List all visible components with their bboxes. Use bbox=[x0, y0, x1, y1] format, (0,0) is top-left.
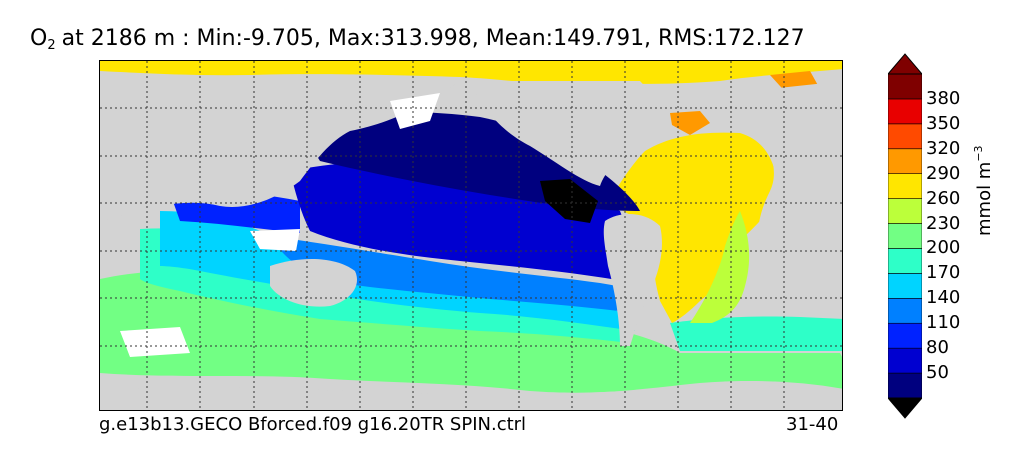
colorbar-swatch bbox=[888, 148, 922, 174]
colorbar-swatch bbox=[888, 73, 922, 100]
colorbar-min-arrow bbox=[888, 397, 922, 419]
land-asia bbox=[100, 81, 460, 221]
colorbar-tick-label: 80 bbox=[926, 337, 949, 359]
colorbar-tick-label: 380 bbox=[926, 87, 961, 109]
units-label: mmol m−3 bbox=[972, 145, 995, 236]
map-canvas bbox=[100, 61, 842, 410]
colorbar-max-arrow bbox=[888, 53, 922, 75]
year-range: 31-40 bbox=[786, 414, 839, 435]
colorbar-swatch bbox=[888, 98, 922, 125]
land-south-america bbox=[603, 214, 662, 346]
colorbar-swatch bbox=[888, 123, 922, 150]
colorbar-swatch bbox=[888, 198, 922, 224]
colorbar-swatch bbox=[888, 173, 922, 199]
colorbar-tick-label: 200 bbox=[926, 237, 961, 259]
land-australia bbox=[270, 259, 358, 307]
colorbar-tick-label: 140 bbox=[926, 287, 961, 309]
map-region-orange-labrador bbox=[670, 111, 710, 135]
stats-text: at 2186 m : Min:-9.705, Max:313.998, Mea… bbox=[61, 26, 805, 51]
species-subscript: 2 bbox=[47, 38, 56, 53]
colorbar-tick-label: 50 bbox=[926, 362, 949, 384]
graticule bbox=[100, 61, 842, 410]
colorbar-swatch bbox=[888, 347, 922, 374]
colorbar-tick-label: 290 bbox=[926, 162, 961, 184]
map-region-blue-band bbox=[270, 236, 635, 313]
colorbar-swatch bbox=[888, 372, 922, 399]
colorbar-swatch bbox=[888, 248, 922, 274]
colorbar-swatch bbox=[888, 273, 922, 299]
map-missing-north bbox=[390, 93, 440, 129]
colorbar-swatch bbox=[888, 223, 922, 249]
land-europe-africa bbox=[750, 81, 842, 313]
colorbar-tick-label: 110 bbox=[926, 312, 961, 334]
colorbar-tick-label: 320 bbox=[926, 137, 961, 159]
map-missing-south bbox=[120, 327, 190, 357]
colorbar-tick-label: 350 bbox=[926, 112, 961, 134]
units-exponent: −3 bbox=[972, 145, 985, 162]
units-main: mmol m bbox=[974, 161, 995, 236]
land-north-america bbox=[470, 81, 655, 186]
colorbar-swatch bbox=[888, 322, 922, 349]
colorbar bbox=[888, 53, 922, 419]
map-region-atlantic-teal bbox=[670, 316, 842, 351]
run-name: g.e13b13.GECO Bforced.f09 g16.20TR SPIN.… bbox=[99, 414, 527, 435]
colorbar-swatch bbox=[888, 298, 922, 324]
map-region-atlantic-yellow bbox=[610, 132, 780, 323]
species-label: O bbox=[30, 26, 48, 51]
map-region-anoxic bbox=[540, 179, 598, 223]
map-region-arctic-yellow bbox=[100, 61, 842, 84]
ocean-map bbox=[99, 60, 843, 411]
plot-title: O2 at 2186 m : Min:-9.705, Max:313.998, M… bbox=[30, 26, 805, 53]
map-missing-indonesia bbox=[250, 229, 300, 251]
colorbar-tick-label: 260 bbox=[926, 187, 961, 209]
colorbar-tick-label: 170 bbox=[926, 262, 961, 284]
land-antarctica bbox=[100, 386, 842, 410]
map-region-atlantic-lime bbox=[690, 211, 750, 323]
colorbar-tick-label: 230 bbox=[926, 212, 961, 234]
